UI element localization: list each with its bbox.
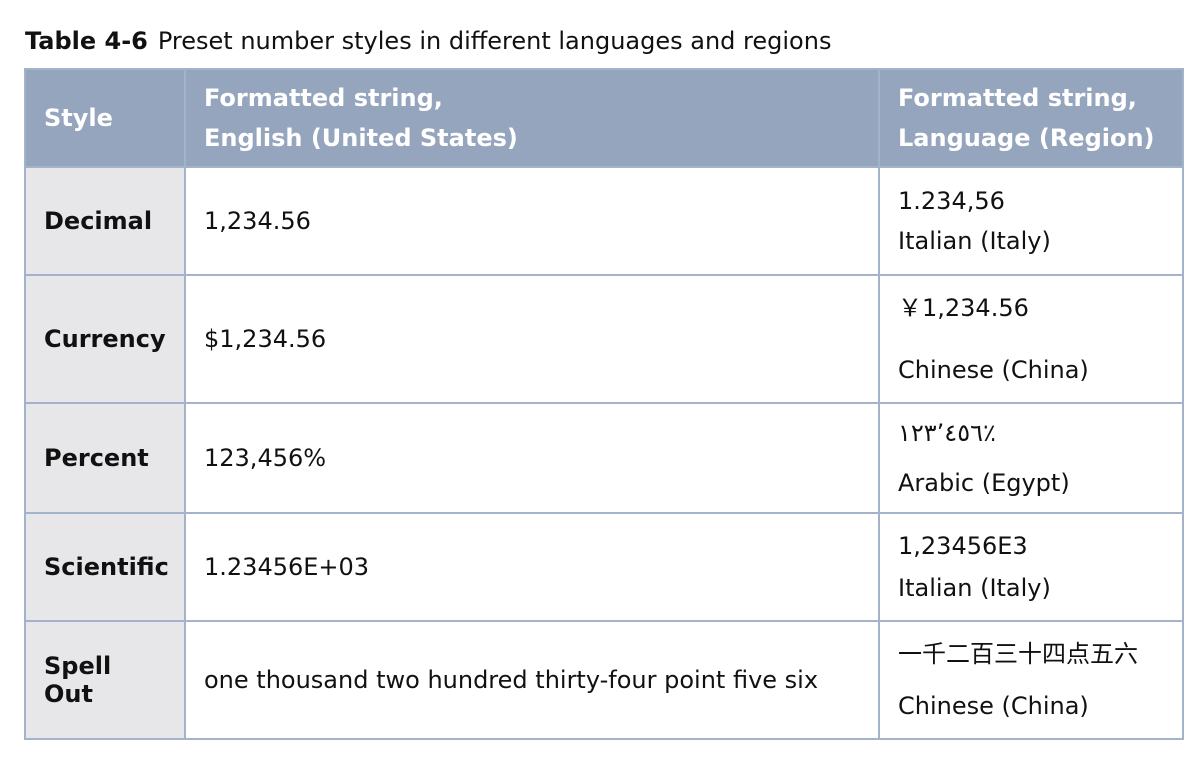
table-caption: Table 4-6 Preset number styles in differe…: [25, 25, 831, 57]
header-english-us: Formatted string, English (United States…: [184, 68, 880, 168]
header-row: Style Formatted string, English (United …: [24, 68, 1184, 168]
row-style-cell: Percent: [24, 402, 186, 514]
row-local-cell: 一千二百三十四点五六 Chinese (China): [878, 620, 1184, 740]
header-english-us-line1: Formatted string,: [204, 84, 443, 112]
header-style-label: Style: [44, 104, 113, 132]
row-style-label: Percent: [44, 444, 149, 472]
row-style-label: Scientific: [44, 553, 169, 581]
row-local-cell: 1,23456E3 Italian (Italy): [878, 512, 1184, 622]
row-local-locale: Arabic (Egypt): [898, 469, 1070, 497]
row-us-cell: 1.23456E+03: [184, 512, 880, 622]
row-local-cell: 1.234,56 Italian (Italy): [878, 166, 1184, 276]
row-local-locale: Italian (Italy): [898, 227, 1051, 255]
row-local-cell: ￥1,234.56 Chinese (China): [878, 274, 1184, 404]
header-language-region-line1: Formatted string,: [898, 84, 1137, 112]
row-style-cell: Decimal: [24, 166, 186, 276]
header-language-region: Formatted string, Language (Region): [878, 68, 1184, 168]
table-title: Preset number styles in different langua…: [157, 27, 832, 55]
row-us-value: 123,456%: [204, 444, 327, 472]
row-style-cell: Spell Out: [24, 620, 186, 740]
row-local-locale: Chinese (China): [898, 356, 1089, 384]
row-local-locale: Italian (Italy): [898, 574, 1051, 602]
row-local-value: ￥1,234.56: [898, 294, 1029, 322]
row-us-cell: 1,234.56: [184, 166, 880, 276]
header-english-us-line2: English (United States): [204, 124, 518, 152]
row-us-cell: $1,234.56: [184, 274, 880, 404]
row-local-value: ٪١٢٣٬٤٥٦: [898, 419, 996, 447]
header-language-region-line2: Language (Region): [898, 124, 1155, 152]
row-local-locale: Chinese (China): [898, 692, 1089, 720]
row-local-value: 1.234,56: [898, 187, 1005, 215]
row-us-value: 1,234.56: [204, 207, 311, 235]
table-row: Decimal 1,234.56 1.234,56 Italian (Italy…: [24, 166, 1184, 276]
table-row: Currency $1,234.56 ￥1,234.56 Chinese (Ch…: [24, 274, 1184, 404]
row-us-value: 1.23456E+03: [204, 553, 370, 581]
row-us-cell: 123,456%: [184, 402, 880, 514]
row-local-value: 一千二百三十四点五六: [898, 640, 1138, 668]
table-row: Percent 123,456% ٪١٢٣٬٤٥٦ Arabic (Egypt): [24, 402, 1184, 514]
row-style-label: Currency: [44, 325, 166, 353]
row-style-cell: Currency: [24, 274, 186, 404]
row-local-cell: ٪١٢٣٬٤٥٦ Arabic (Egypt): [878, 402, 1184, 514]
row-style-label: Spell Out: [44, 652, 112, 708]
row-us-value: one thousand two hundred thirty-four poi…: [204, 666, 819, 694]
number-styles-table: Style Formatted string, English (United …: [24, 68, 1184, 740]
row-style-label: Decimal: [44, 207, 153, 235]
row-style-cell: Scientific: [24, 512, 186, 622]
row-us-value: $1,234.56: [204, 325, 327, 353]
table-row: Spell Out one thousand two hundred thirt…: [24, 620, 1184, 740]
header-style: Style: [24, 68, 186, 168]
table-row: Scientific 1.23456E+03 1,23456E3 Italian…: [24, 512, 1184, 622]
row-local-value: 1,23456E3: [898, 532, 1028, 560]
row-us-cell: one thousand two hundred thirty-four poi…: [184, 620, 880, 740]
table-number: Table 4-6: [25, 27, 148, 55]
